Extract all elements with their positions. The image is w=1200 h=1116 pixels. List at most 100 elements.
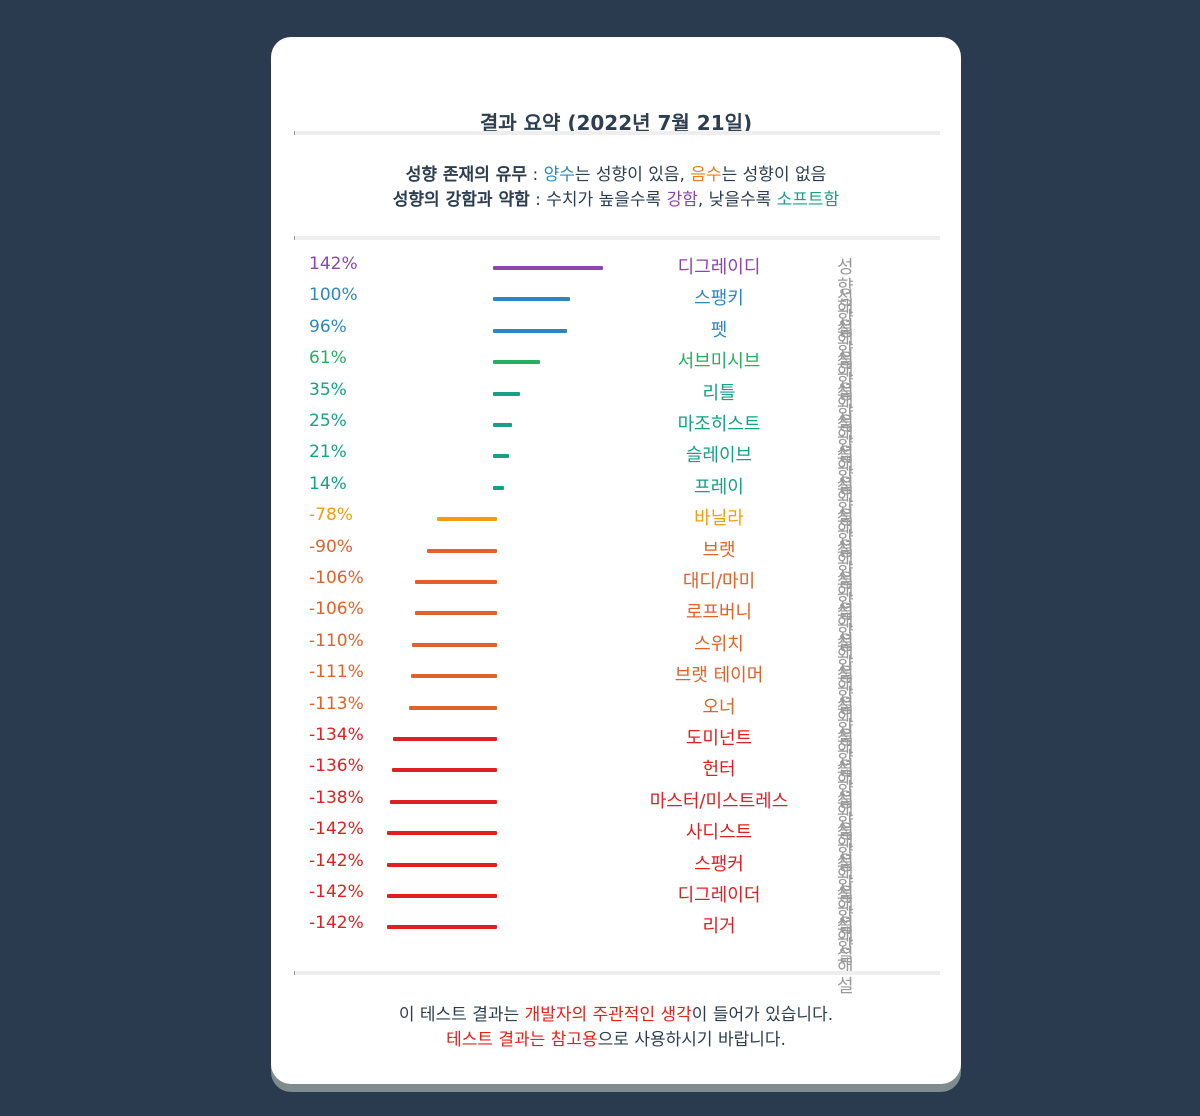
bar: [411, 642, 497, 647]
category-label: 도미넌트: [685, 728, 753, 749]
category-label: 브랫: [702, 539, 736, 561]
explain-link[interactable]: 성향 해설: [837, 257, 854, 338]
explain-link[interactable]: 성향 해설: [837, 288, 854, 370]
explain-link[interactable]: 성향 해설: [837, 916, 854, 998]
explain-link[interactable]: 성향 해설: [837, 319, 854, 401]
legend-line-existence: 성향 존재의 유무 : 양수는 성향이 있음, 음수는 성향이 없음: [271, 160, 961, 185]
explain-link[interactable]: 성향 해설: [837, 539, 854, 621]
value-label: 142%: [309, 254, 358, 274]
legend-sep-2: :: [529, 190, 547, 210]
legend-strength-label: 성향의 강함과 약함: [392, 190, 530, 210]
footer-highlight-2: 테스트 결과는 참고용: [446, 1030, 598, 1050]
value-label: -136%: [309, 756, 364, 777]
value-label: 35%: [309, 379, 347, 400]
category-label: 스팽키: [694, 288, 744, 310]
value-label: 96%: [309, 316, 347, 337]
bar: [493, 391, 521, 396]
legend-negative-rest: 는 성향이 없음: [721, 165, 827, 185]
legend-existence-label: 성향 존재의 유무: [405, 165, 528, 185]
bar: [436, 517, 497, 522]
explain-link[interactable]: 성향 해설: [837, 759, 854, 841]
explain-link[interactable]: 성향 해설: [837, 822, 854, 904]
value-label: -142%: [309, 850, 364, 871]
footer-highlight-1: 개발자의 주관적인 생각: [524, 1005, 692, 1025]
explain-link[interactable]: 성향 해설: [837, 853, 854, 935]
category-label: 프레이: [694, 476, 744, 498]
bar: [493, 485, 504, 490]
category-label: 오너: [702, 696, 736, 718]
value-label: -106%: [309, 599, 364, 620]
footer-post-2: 으로 사용하시기 바랍니다.: [597, 1030, 786, 1050]
category-label: 서브미시브: [677, 351, 761, 373]
footer-post-1: 이 들어가 있습니다.: [691, 1005, 834, 1025]
category-label: 마조히스트: [677, 414, 761, 435]
bar: [387, 862, 497, 867]
value-label: -142%: [309, 882, 364, 902]
bar: [387, 831, 497, 836]
category-label: 리틀: [702, 382, 736, 404]
bar: [493, 266, 603, 270]
value-label: -142%: [309, 913, 364, 934]
explain-link[interactable]: 성향 해설: [837, 633, 854, 715]
category-label: 디그레이더: [677, 885, 761, 906]
category-label: 펫: [710, 319, 728, 341]
category-label: 리거: [702, 916, 736, 938]
value-label: 25%: [309, 411, 347, 431]
legend-line-strength: 성향의 강함과 약함 : 수치가 높을수록 강함, 낮을수록 소프트함: [271, 185, 961, 210]
legend-negative-word: 음수: [690, 165, 722, 185]
category-label: 브랫 테이머: [674, 665, 764, 687]
footer-line-1: 이 테스트 결과는 개발자의 주관적인 생각이 들어가 있습니다.: [271, 1000, 961, 1025]
bar: [390, 799, 497, 804]
value-label: -134%: [309, 725, 364, 745]
category-label: 대디/마미: [682, 571, 756, 592]
bar: [391, 768, 497, 773]
explain-link[interactable]: 성향 해설: [837, 476, 854, 558]
legend-text-2: , 낮을수록: [697, 190, 777, 210]
value-label: -78%: [309, 505, 353, 526]
category-label: 스위치: [694, 633, 744, 655]
explain-link[interactable]: 성향 해설: [837, 602, 854, 684]
bar: [493, 454, 510, 459]
category-label: 로프버니: [685, 602, 753, 624]
value-label: 100%: [309, 285, 358, 306]
explain-link[interactable]: 성향 해설: [837, 728, 854, 809]
value-label: -106%: [309, 568, 364, 588]
category-label: 스팽커: [694, 853, 744, 875]
legend-text-1: 수치가 높을수록: [546, 190, 667, 210]
value-label: -111%: [309, 662, 364, 683]
value-label: 61%: [309, 348, 347, 369]
bar: [393, 737, 497, 741]
bar: [387, 925, 497, 930]
category-label: 마스터/미스트레스: [649, 790, 789, 812]
explain-link[interactable]: 성향 해설: [837, 665, 854, 747]
explain-link[interactable]: 성향 해설: [837, 790, 854, 872]
category-label: 바닐라: [694, 508, 744, 530]
explain-link[interactable]: 성향 해설: [837, 414, 854, 495]
explain-link[interactable]: 성향 해설: [837, 382, 854, 464]
bar: [493, 328, 568, 333]
bar: [414, 611, 497, 616]
explain-link[interactable]: 성향 해설: [837, 571, 854, 652]
value-label: -138%: [309, 787, 364, 808]
bar: [493, 297, 571, 302]
explain-link[interactable]: 성향 해설: [837, 445, 854, 527]
bar: [409, 705, 497, 710]
explain-link[interactable]: 성향 해설: [837, 508, 854, 590]
category-label: 사디스트: [685, 822, 753, 844]
value-label: 21%: [309, 442, 347, 463]
category-label: 슬레이브: [685, 445, 753, 467]
divider-bottom: [294, 971, 940, 975]
category-label: 디그레이디: [677, 257, 761, 278]
legend-soft-word: 소프트함: [776, 190, 840, 210]
divider-top: [294, 131, 940, 135]
footer-pre: 이 테스트 결과는: [398, 1005, 525, 1025]
explain-link[interactable]: 성향 해설: [837, 885, 854, 966]
value-label: -110%: [309, 630, 364, 651]
divider-middle: [294, 236, 940, 240]
result-card: 결과 요약 (2022년 7월 21일) 성향 존재의 유무 : 양수는 성향이…: [271, 37, 961, 1084]
footer-line-2: 테스트 결과는 참고용으로 사용하시기 바랍니다.: [271, 1025, 961, 1050]
bar: [387, 894, 497, 898]
bar: [414, 580, 497, 584]
explain-link[interactable]: 성향 해설: [837, 696, 854, 778]
explain-link[interactable]: 성향 해설: [837, 351, 854, 433]
